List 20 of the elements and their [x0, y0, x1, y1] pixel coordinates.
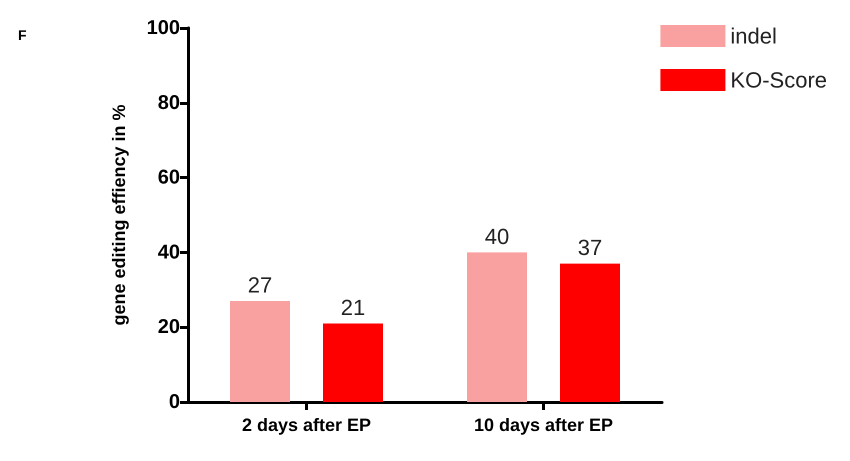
data-label: 40: [484, 224, 510, 249]
data-label: 37: [578, 235, 602, 260]
y-tick-label: 60: [158, 166, 180, 189]
data-label: 21: [340, 294, 366, 320]
y-axis-title: gene editing effiency in %: [109, 104, 129, 326]
x-tick-label: 2 days after EP: [242, 415, 372, 435]
bar: [230, 301, 290, 402]
text: F: [18, 27, 27, 43]
x-tick-label: 10 days after EP: [474, 415, 614, 435]
legend-label: indel: [730, 24, 777, 48]
data-label: 27: [248, 272, 272, 298]
legend-label: KO-Score: [730, 68, 828, 92]
y-tick-label: 20: [158, 316, 180, 338]
bar: [560, 264, 620, 402]
y-tick-label: 100: [146, 17, 180, 39]
bar: [323, 323, 383, 402]
y-tick-label: 40: [158, 241, 180, 264]
bar: [467, 252, 527, 402]
y-tick-label: 0: [168, 391, 180, 413]
y-tick-label: 80: [158, 92, 180, 114]
